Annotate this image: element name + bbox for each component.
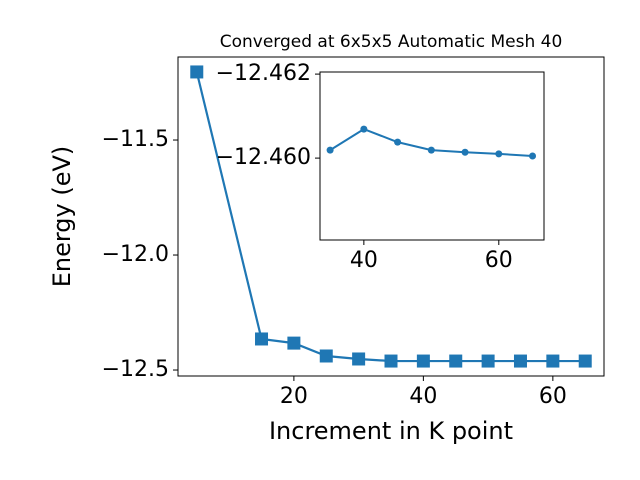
- data-point: [360, 125, 368, 133]
- x-tick-label: 40: [409, 384, 437, 409]
- data-point: [578, 354, 592, 368]
- y-tick-label: −12.5: [102, 357, 169, 382]
- data-point: [352, 352, 366, 366]
- y-axis-label: Energy (eV): [48, 146, 76, 288]
- data-point: [427, 146, 435, 154]
- data-point: [495, 150, 503, 158]
- data-point: [384, 354, 398, 368]
- x-tick-label: 40: [350, 248, 378, 273]
- data-point: [529, 152, 537, 160]
- axes-frame: [177, 56, 605, 377]
- data-point: [513, 354, 527, 368]
- data-point: [461, 148, 469, 156]
- x-tick-label: 60: [539, 384, 567, 409]
- x-axis-label: Increment in K point: [269, 417, 513, 445]
- y-tick-label: −12.462: [216, 61, 311, 86]
- y-tick-label: −12.0: [102, 242, 169, 267]
- data-point: [416, 354, 430, 368]
- axes-frame: [319, 71, 545, 241]
- data-point: [394, 138, 402, 146]
- data-point: [326, 146, 334, 154]
- y-tick-label: −11.5: [102, 127, 169, 152]
- data-point: [319, 349, 333, 363]
- data-point: [190, 65, 204, 79]
- data-point: [449, 354, 463, 368]
- plot-area: [320, 72, 544, 240]
- chart-title: Converged at 6x5x5 Automatic Mesh 40: [220, 32, 563, 52]
- data-point: [287, 336, 301, 350]
- x-tick-label: 60: [485, 248, 513, 273]
- x-tick-label: 20: [280, 384, 308, 409]
- data-point: [546, 354, 560, 368]
- data-point: [255, 332, 269, 346]
- data-point: [481, 354, 495, 368]
- y-tick-label: −12.460: [216, 145, 311, 170]
